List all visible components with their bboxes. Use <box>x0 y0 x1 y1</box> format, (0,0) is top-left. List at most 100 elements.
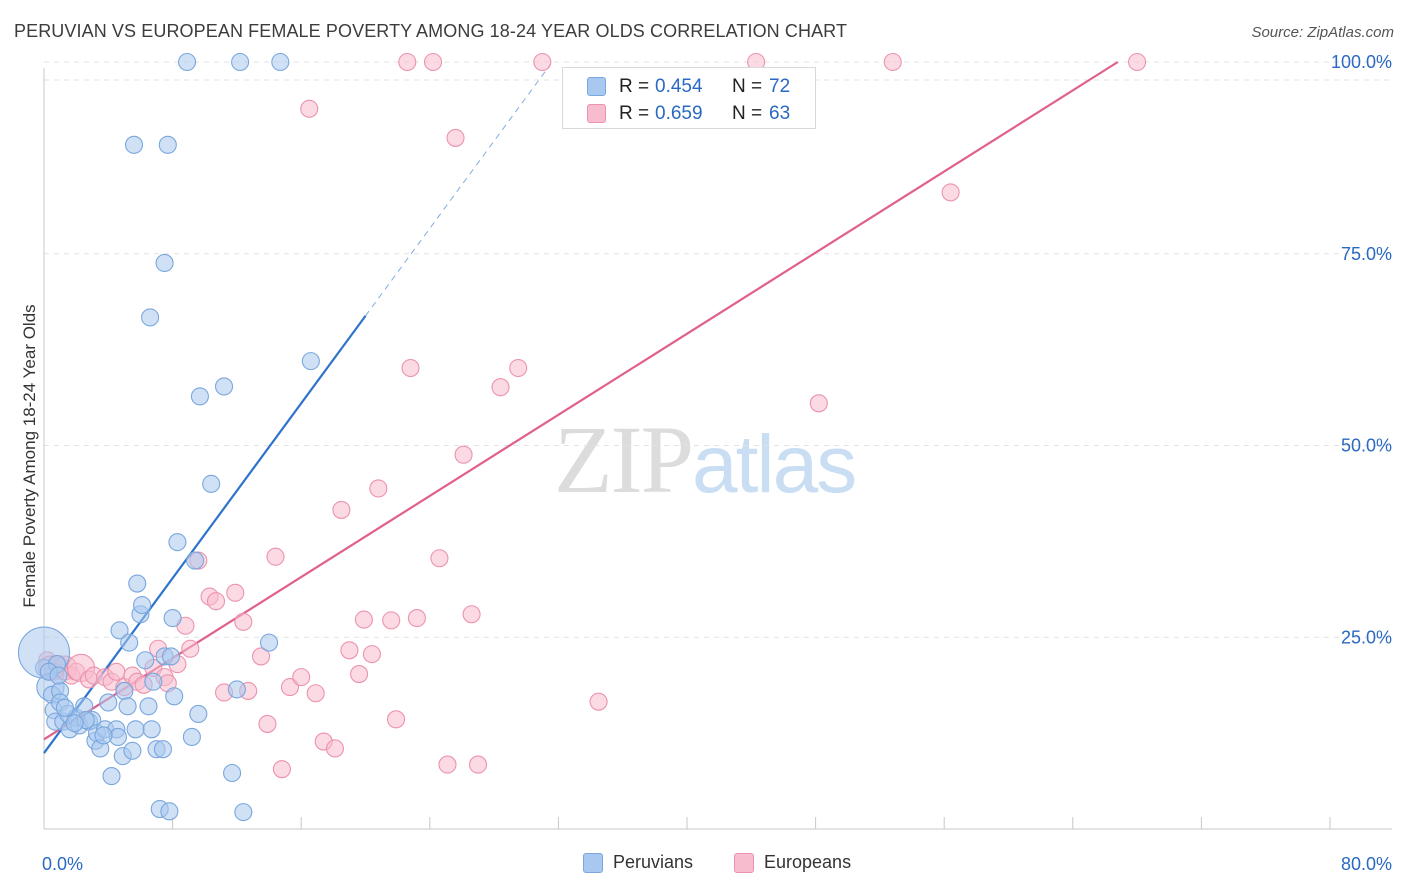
peruvian-point <box>158 135 177 154</box>
peruvian-point <box>223 763 242 783</box>
european-point <box>491 378 510 397</box>
european-point <box>107 662 126 681</box>
legend-swatch-europeans <box>734 853 754 873</box>
european-point <box>809 394 828 413</box>
european-points <box>37 52 1147 779</box>
peruvian-point <box>136 651 155 670</box>
european-point <box>266 547 285 566</box>
peruvian-point <box>94 726 113 745</box>
european-point <box>398 52 417 72</box>
peruvian-point <box>163 609 182 628</box>
european-point <box>362 645 381 664</box>
european-point <box>401 358 420 378</box>
y-axis-label: Female Poverty Among 18-24 Year Olds <box>20 304 39 608</box>
european-point <box>181 639 200 658</box>
peruvian-point <box>55 698 74 717</box>
european-point <box>941 183 960 202</box>
european-point <box>382 611 401 630</box>
european-point <box>407 609 426 628</box>
peruvian-point <box>49 666 68 685</box>
european-point <box>438 755 457 774</box>
european-point <box>340 641 359 660</box>
peruvian-point <box>155 253 174 273</box>
european-point <box>468 755 488 774</box>
chart-title: PERUVIAN VS EUROPEAN FEMALE POVERTY AMON… <box>14 21 848 41</box>
y-tick-label: 25.0% <box>1341 627 1392 647</box>
peruvian-point <box>189 704 208 724</box>
peruvian-point <box>115 681 134 700</box>
peruvian-point <box>202 474 221 493</box>
stats-r-label: R = <box>619 103 650 124</box>
european-point <box>430 549 449 568</box>
peruvian-point <box>271 52 290 72</box>
peruvian-points <box>17 52 320 822</box>
stats-swatch-europeans <box>587 104 606 123</box>
peruvian-point <box>65 714 84 733</box>
european-point <box>226 583 245 602</box>
european-point <box>354 610 373 629</box>
peruvian-point <box>178 52 197 72</box>
peruvian-point <box>186 551 205 570</box>
european-point <box>251 647 271 666</box>
watermark: ZIPatlas <box>554 404 857 515</box>
peruvian-point <box>102 767 121 786</box>
peruvian-point <box>139 697 158 716</box>
legend-label-europeans: Europeans <box>764 852 852 872</box>
peruvian-point <box>153 740 173 759</box>
y-tick-label: 75.0% <box>1341 244 1392 264</box>
european-point <box>423 52 443 72</box>
watermark-zip: ZIP <box>554 406 694 513</box>
stats-n-value: 72 <box>769 76 791 97</box>
x-tick-label-min: 0.0% <box>42 854 83 874</box>
peruvian-point <box>118 697 137 716</box>
european-point <box>234 612 253 631</box>
peruvian-point <box>128 574 147 593</box>
peruvian-point <box>165 687 184 706</box>
european-point <box>369 479 388 498</box>
peruvian-point <box>123 741 142 760</box>
european-point <box>589 692 608 711</box>
peruvian-point <box>126 720 145 739</box>
peruvian-point <box>190 387 209 406</box>
stats-r-value: 0.659 <box>655 103 703 124</box>
legend-label-peruvians: Peruvians <box>613 852 694 872</box>
peruvian-point <box>259 633 279 652</box>
peruvian-point <box>99 693 118 712</box>
stats-box: R = 0.454 N = 72 R = 0.659 N = 63 <box>562 67 816 129</box>
grid-layer <box>44 61 1392 638</box>
axis-layer <box>43 68 1392 830</box>
x-tick-label-max: 80.0% <box>1341 854 1392 874</box>
peruvian-point <box>161 647 181 666</box>
european-point <box>509 358 528 378</box>
stats-n-value: 63 <box>769 103 791 124</box>
label-layer: 25.0% 50.0% 75.0% 100.0% 0.0% 80.0% <box>42 52 1392 874</box>
european-trend-line <box>43 61 1119 741</box>
peruvian-point <box>160 802 179 821</box>
watermark-atlas: atlas <box>692 419 857 510</box>
european-point <box>533 52 552 72</box>
peruvian-point <box>168 533 187 552</box>
european-point <box>272 760 291 779</box>
source-label: Source: ZipAtlas.com <box>1251 24 1394 41</box>
peruvian-point <box>144 672 163 691</box>
european-point <box>462 605 481 624</box>
peruvian-point <box>110 621 129 640</box>
european-point <box>258 714 277 733</box>
peruvian-point <box>120 633 139 652</box>
peruvian-point <box>182 727 201 747</box>
european-point <box>306 684 325 703</box>
peruvian-trend-extension <box>365 64 551 317</box>
peruvian-point <box>141 308 160 327</box>
european-point <box>1128 52 1147 72</box>
stats-r-value: 0.454 <box>655 76 703 97</box>
y-tick-label: 100.0% <box>1331 52 1392 72</box>
european-point <box>206 592 226 611</box>
european-point <box>454 445 473 464</box>
peruvian-point <box>301 352 320 371</box>
stats-r-label: R = <box>619 76 650 97</box>
peruvian-point <box>133 595 152 615</box>
peruvian-point <box>227 680 246 699</box>
peruvian-point <box>142 720 161 739</box>
european-point <box>883 52 902 72</box>
peruvian-point <box>234 803 253 822</box>
